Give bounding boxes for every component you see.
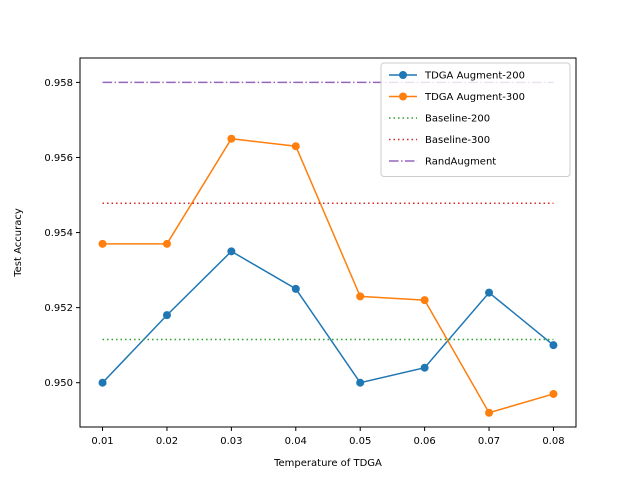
data-point <box>98 239 107 248</box>
y-axis-label: Test Accuracy <box>13 208 24 278</box>
data-point <box>162 311 171 320</box>
y-axis-ticks: 0.950 0.952 0.954 0.956 0.958 <box>44 78 80 389</box>
x-tick-label: 0.04 <box>285 436 307 447</box>
data-point <box>549 341 558 350</box>
series-layer <box>98 81 558 417</box>
y-tick-label: 0.952 <box>44 303 73 314</box>
x-tick-label: 0.06 <box>413 436 435 447</box>
data-point <box>420 296 429 305</box>
series-line <box>102 250 554 384</box>
legend-box <box>380 62 571 177</box>
x-axis-label: Temperature of TDGA <box>273 458 382 469</box>
data-point <box>549 389 558 398</box>
data-point <box>291 284 300 293</box>
series-line <box>102 137 554 414</box>
data-point <box>227 134 236 143</box>
x-tick-label: 0.02 <box>156 436 178 447</box>
x-tick-label: 0.01 <box>91 436 113 447</box>
data-point <box>485 408 494 417</box>
data-point <box>356 292 365 301</box>
data-point <box>291 142 300 151</box>
legend-entry-label: RandAugment <box>425 157 496 168</box>
data-point <box>162 239 171 248</box>
x-tick-label: 0.03 <box>220 436 242 447</box>
data-point <box>485 288 494 297</box>
legend-marker <box>399 71 407 79</box>
x-axis-ticks: 0.01 0.02 0.03 0.04 0.05 0.06 0.07 0.08 <box>91 427 565 447</box>
legend-entry-label: Baseline-200 <box>425 114 490 125</box>
y-tick-label: 0.954 <box>44 228 73 239</box>
axes-frame <box>79 57 577 428</box>
data-point <box>98 378 107 387</box>
data-point <box>420 363 429 372</box>
x-tick-label: 0.05 <box>349 436 371 447</box>
x-tick-label: 0.08 <box>542 436 564 447</box>
data-point <box>356 378 365 387</box>
legend: TDGA Augment-200 TDGA Augment-300 Baseline… <box>380 62 571 177</box>
legend-entry-label: Baseline-300 <box>425 135 490 146</box>
y-tick-label: 0.956 <box>44 153 73 164</box>
legend-marker <box>399 92 407 101</box>
x-tick-label: 0.07 <box>478 436 500 447</box>
y-tick-label: 0.950 <box>44 378 73 389</box>
legend-entry-label: TDGA Augment-200 <box>424 71 525 82</box>
data-point <box>227 247 236 256</box>
legend-entry-label: TDGA Augment-300 <box>424 92 525 103</box>
y-tick-label: 0.958 <box>44 78 73 89</box>
